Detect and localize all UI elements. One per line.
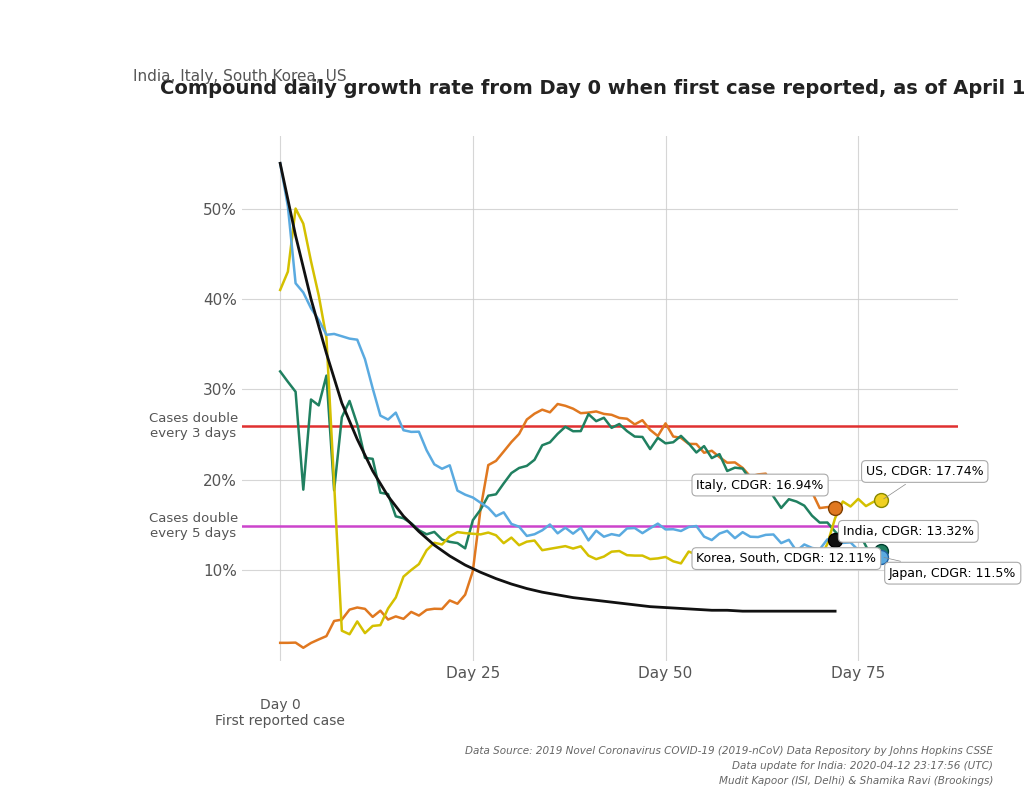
Point bbox=[827, 534, 844, 546]
Text: Korea, South, CDGR: 12.11%: Korea, South, CDGR: 12.11% bbox=[696, 552, 877, 565]
Point bbox=[873, 550, 890, 563]
Text: Japan, CDGR: 11.5%: Japan, CDGR: 11.5% bbox=[884, 558, 1017, 580]
Text: Cases double
every 3 days: Cases double every 3 days bbox=[148, 412, 238, 440]
Text: India, Italy, South Korea, US: India, Italy, South Korea, US bbox=[133, 69, 347, 84]
Text: Day 0
First reported case: Day 0 First reported case bbox=[215, 698, 345, 728]
Text: Cases double
every 5 days: Cases double every 5 days bbox=[148, 513, 238, 540]
Text: India, CDGR: 13.32%: India, CDGR: 13.32% bbox=[843, 525, 974, 538]
Point bbox=[873, 545, 890, 558]
Title: Compound daily growth rate from Day 0 when first case reported, as of April 12: Compound daily growth rate from Day 0 wh… bbox=[161, 80, 1024, 98]
Point bbox=[827, 501, 844, 514]
Text: US, CDGR: 17.74%: US, CDGR: 17.74% bbox=[866, 465, 984, 499]
Text: Data Source: 2019 Novel Coronavirus COVID-19 (2019-nCoV) Data Repository by John: Data Source: 2019 Novel Coronavirus COVI… bbox=[465, 746, 993, 786]
Text: Italy, CDGR: 16.94%: Italy, CDGR: 16.94% bbox=[696, 479, 823, 492]
Point bbox=[873, 494, 890, 507]
